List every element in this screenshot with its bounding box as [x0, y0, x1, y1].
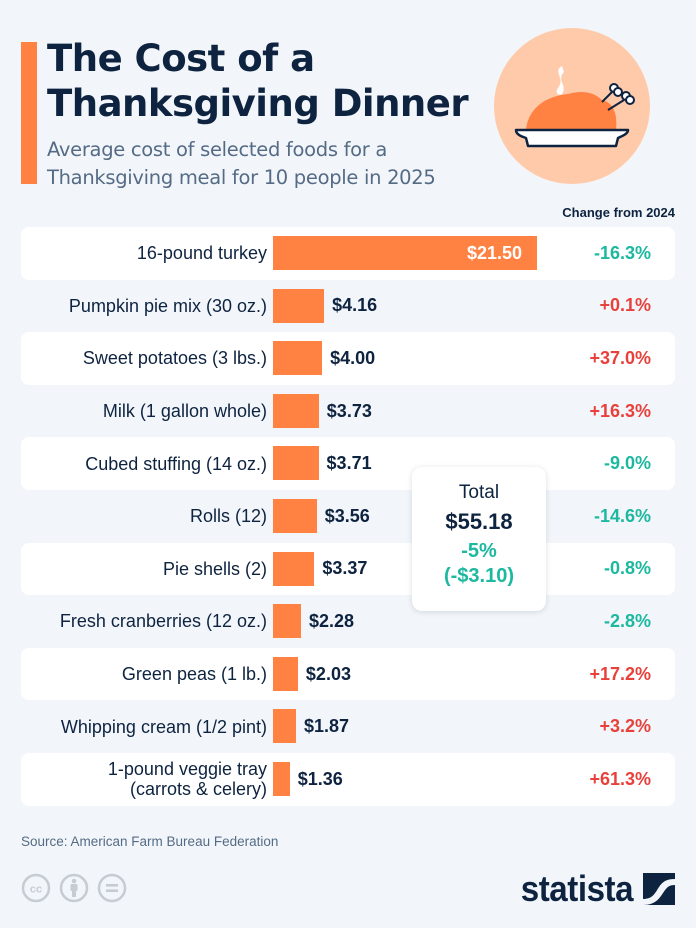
- no-derivatives-icon[interactable]: [97, 873, 127, 903]
- change-label: +0.1%: [599, 295, 651, 316]
- total-label: Total: [458, 482, 500, 503]
- cc-icon[interactable]: cc: [21, 873, 51, 903]
- bar: [273, 393, 319, 428]
- bar: [273, 551, 315, 586]
- statista-logo[interactable]: statista: [511, 868, 675, 910]
- chart-rows: 16-pound turkey $21.50 -16.3% Pumpkin pie m…: [21, 227, 675, 806]
- chart-row: Whipping cream (1/2 pint) $1.87 +3.2%: [21, 700, 675, 753]
- chart-row: Green peas (1 lb.) $2.03 +17.2%: [21, 647, 675, 701]
- category-label: Cubed stuffing (14 oz.): [85, 453, 267, 474]
- chart-row: Cubed stuffing (14 oz.) $3.71 -9.0%: [21, 437, 675, 490]
- category-label: 16-pound turkey: [136, 243, 267, 264]
- category-label: 1-pound veggie tray (carrots & celery): [107, 759, 267, 800]
- chart-subtitle: Average cost of selected foods for a Tha…: [47, 138, 436, 189]
- svg-text:cc: cc: [30, 884, 42, 896]
- total-callout: Total $55.18 -5% (-$3.10): [412, 467, 546, 611]
- value-label: $21.50: [467, 242, 523, 263]
- change-label: -9.0%: [603, 453, 651, 474]
- chart-row: Milk (1 gallon whole) $3.73 +16.3%: [21, 385, 675, 438]
- change-column-header: Change from 2024: [562, 205, 675, 220]
- bar: [273, 498, 317, 533]
- change-label: +3.2%: [599, 716, 651, 737]
- value-label: $3.56: [324, 505, 370, 526]
- chart-row: Fresh cranberries (12 oz.) $2.28 -2.8%: [21, 595, 675, 648]
- value-label: $3.37: [322, 558, 368, 579]
- source-note: Source: American Farm Bureau Federation: [21, 834, 279, 849]
- category-label: Pumpkin pie mix (30 oz.): [68, 295, 267, 316]
- bar: [273, 761, 290, 796]
- category-label: Milk (1 gallon whole): [102, 401, 267, 422]
- title-accent-bar: [21, 42, 37, 184]
- chart-row: 16-pound turkey $21.50 -16.3%: [21, 227, 675, 280]
- change-label: -14.6%: [593, 505, 651, 526]
- bar: [273, 341, 323, 376]
- value-label: $1.36: [297, 768, 343, 789]
- bar: [273, 656, 298, 691]
- category-label: Pie shells (2): [162, 558, 267, 579]
- change-label: +37.0%: [589, 347, 651, 368]
- roast-turkey-icon: [494, 28, 650, 184]
- chart-row: Pumpkin pie mix (30 oz.) $4.16 +0.1%: [21, 280, 675, 333]
- value-label: $2.03: [305, 663, 351, 684]
- change-label: -16.3%: [593, 242, 651, 263]
- value-label: $4.16: [332, 295, 378, 316]
- bar: [273, 709, 296, 744]
- value-label: $4.00: [330, 347, 376, 368]
- bar: [273, 236, 537, 270]
- chart-row: 1-pound veggie tray (carrots & celery) $1…: [21, 752, 675, 806]
- chart-row: Sweet potatoes (3 lbs.) $4.00 +37.0%: [21, 332, 675, 385]
- total-value: $55.18: [445, 509, 513, 534]
- value-label: $1.87: [303, 716, 349, 737]
- total-change-abs: (-$3.10): [443, 565, 515, 587]
- bar: [273, 604, 301, 639]
- chart-row: Rolls (12) $3.56 -14.6%: [21, 490, 675, 543]
- chart-row: Pie shells (2) $3.37 -0.8%: [21, 542, 675, 596]
- category-label: Sweet potatoes (3 lbs.): [82, 348, 267, 369]
- bar: [273, 288, 325, 323]
- statista-mark-icon: [643, 873, 675, 905]
- category-label: Rolls (12): [189, 506, 267, 527]
- change-label: +61.3%: [589, 768, 651, 789]
- chart-title: The Cost of a Thanksgiving Dinner: [47, 37, 469, 125]
- category-label: Fresh cranberries (12 oz.): [59, 611, 267, 632]
- total-change-pct: -5%: [461, 540, 497, 562]
- change-label: +16.3%: [589, 400, 651, 421]
- bar: [273, 446, 319, 481]
- change-label: -0.8%: [603, 558, 651, 579]
- value-label: $3.73: [326, 400, 372, 421]
- change-label: -2.8%: [603, 610, 651, 631]
- by-attribution-icon[interactable]: [59, 873, 89, 903]
- value-label: $3.71: [326, 453, 372, 474]
- change-label: +17.2%: [589, 663, 651, 684]
- category-label: Whipping cream (1/2 pint): [60, 716, 267, 737]
- value-label: $2.28: [308, 610, 355, 631]
- license-icons: cc: [21, 873, 127, 903]
- category-label: Green peas (1 lb.): [121, 664, 267, 685]
- brand-wordmark: statista: [520, 868, 634, 909]
